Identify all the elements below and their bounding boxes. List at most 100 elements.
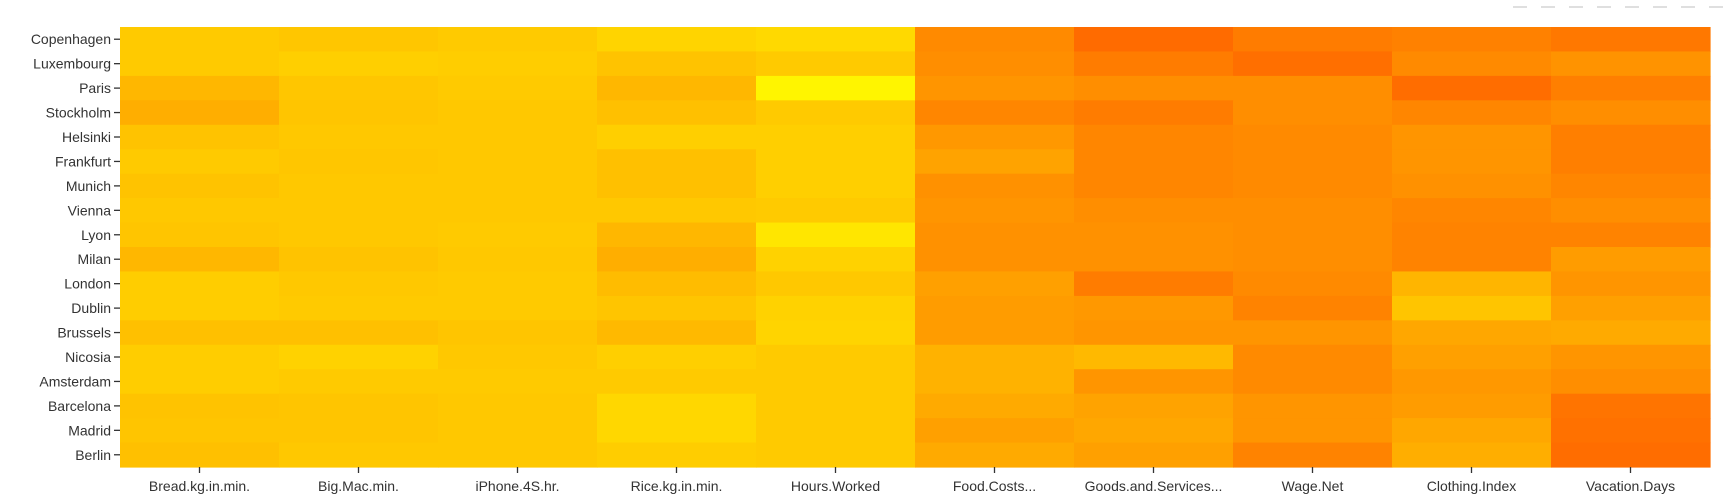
heatmap-cell-madrid-1[interactable] [120, 418, 280, 444]
heatmap-cell-lyon-2[interactable] [279, 222, 439, 248]
heatmap-cell-helsinki-7[interactable] [1074, 124, 1234, 150]
heatmap-cell-london-6[interactable] [915, 271, 1075, 297]
heatmap-cell-milan-9[interactable] [1392, 247, 1552, 273]
heatmap-cell-nicosia-10[interactable] [1551, 344, 1711, 370]
heatmap-cell-helsinki-1[interactable] [120, 124, 280, 150]
heatmap-cell-vienna-1[interactable] [120, 198, 280, 224]
heatmap-cell-paris-10[interactable] [1551, 75, 1711, 101]
heatmap-cell-stockholm-2[interactable] [279, 100, 439, 126]
heatmap-cell-berlin-4[interactable] [597, 442, 757, 468]
heatmap-cell-paris-6[interactable] [915, 75, 1075, 101]
heatmap-cell-nicosia-7[interactable] [1074, 344, 1234, 370]
heatmap-cell-nicosia-2[interactable] [279, 344, 439, 370]
heatmap-cell-vienna-6[interactable] [915, 198, 1075, 224]
heatmap-cell-lyon-1[interactable] [120, 222, 280, 248]
heatmap-cell-nicosia-5[interactable] [756, 344, 916, 370]
heatmap-cell-copenhagen-5[interactable] [756, 27, 916, 53]
heatmap-cell-brussels-2[interactable] [279, 320, 439, 346]
heatmap-cell-vienna-9[interactable] [1392, 198, 1552, 224]
zoom-icon[interactable] [1541, 0, 1555, 8]
heatmap-cell-munich-6[interactable] [915, 173, 1075, 199]
heatmap-cell-madrid-10[interactable] [1551, 418, 1711, 444]
heatmap-cell-london-3[interactable] [438, 271, 598, 297]
heatmap-cell-amsterdam-9[interactable] [1392, 369, 1552, 395]
heatmap-cell-milan-1[interactable] [120, 247, 280, 273]
heatmap-cell-brussels-10[interactable] [1551, 320, 1711, 346]
heatmap-cell-berlin-3[interactable] [438, 442, 598, 468]
heatmap-cell-munich-5[interactable] [756, 173, 916, 199]
heatmap-cell-brussels-7[interactable] [1074, 320, 1234, 346]
heatmap-cell-luxembourg-8[interactable] [1233, 51, 1393, 77]
heatmap-cell-barcelona-1[interactable] [120, 393, 280, 419]
heatmap-cell-copenhagen-1[interactable] [120, 27, 280, 53]
heatmap-cell-paris-4[interactable] [597, 75, 757, 101]
heatmap-cell-brussels-3[interactable] [438, 320, 598, 346]
heatmap-cell-london-2[interactable] [279, 271, 439, 297]
heatmap-cell-helsinki-3[interactable] [438, 124, 598, 150]
heatmap-cell-luxembourg-7[interactable] [1074, 51, 1234, 77]
heatmap-cell-copenhagen-10[interactable] [1551, 27, 1711, 53]
heatmap-cell-milan-6[interactable] [915, 247, 1075, 273]
heatmap-cell-amsterdam-5[interactable] [756, 369, 916, 395]
heatmap-cell-frankfurt-4[interactable] [597, 149, 757, 175]
heatmap-cell-brussels-5[interactable] [756, 320, 916, 346]
heatmap-cell-stockholm-3[interactable] [438, 100, 598, 126]
heatmap-cell-frankfurt-1[interactable] [120, 149, 280, 175]
heatmap-cell-madrid-9[interactable] [1392, 418, 1552, 444]
heatmap-cell-milan-2[interactable] [279, 247, 439, 273]
heatmap-cell-berlin-2[interactable] [279, 442, 439, 468]
heatmap-cell-london-8[interactable] [1233, 271, 1393, 297]
heatmap-cell-dublin-2[interactable] [279, 295, 439, 321]
heatmap-cell-frankfurt-10[interactable] [1551, 149, 1711, 175]
heatmap-cell-berlin-5[interactable] [756, 442, 916, 468]
heatmap-cell-milan-3[interactable] [438, 247, 598, 273]
heatmap-cell-frankfurt-8[interactable] [1233, 149, 1393, 175]
heatmap-cell-dublin-10[interactable] [1551, 295, 1711, 321]
pan-icon[interactable] [1569, 0, 1583, 8]
heatmap-cell-paris-5[interactable] [756, 75, 916, 101]
heatmap-cell-paris-3[interactable] [438, 75, 598, 101]
heatmap-cell-paris-1[interactable] [120, 75, 280, 101]
heatmap-cell-amsterdam-4[interactable] [597, 369, 757, 395]
heatmap-cell-barcelona-3[interactable] [438, 393, 598, 419]
heatmap-cell-copenhagen-2[interactable] [279, 27, 439, 53]
heatmap-cell-london-4[interactable] [597, 271, 757, 297]
heatmap-cell-nicosia-1[interactable] [120, 344, 280, 370]
heatmap-cell-barcelona-10[interactable] [1551, 393, 1711, 419]
heatmap-cell-barcelona-8[interactable] [1233, 393, 1393, 419]
heatmap-cell-dublin-7[interactable] [1074, 295, 1234, 321]
heatmap-cell-frankfurt-9[interactable] [1392, 149, 1552, 175]
heatmap-cell-nicosia-4[interactable] [597, 344, 757, 370]
heatmap-cell-luxembourg-4[interactable] [597, 51, 757, 77]
heatmap-cell-brussels-8[interactable] [1233, 320, 1393, 346]
heatmap-cell-london-7[interactable] [1074, 271, 1234, 297]
heatmap-cell-paris-8[interactable] [1233, 75, 1393, 101]
heatmap-cell-munich-9[interactable] [1392, 173, 1552, 199]
heatmap-cell-lyon-3[interactable] [438, 222, 598, 248]
heatmap-cell-barcelona-7[interactable] [1074, 393, 1234, 419]
heatmap-cell-luxembourg-2[interactable] [279, 51, 439, 77]
heatmap-cell-luxembourg-9[interactable] [1392, 51, 1552, 77]
heatmap-cell-berlin-10[interactable] [1551, 442, 1711, 468]
heatmap-cell-helsinki-10[interactable] [1551, 124, 1711, 150]
heatmap-cell-luxembourg-6[interactable] [915, 51, 1075, 77]
heatmap-cell-lyon-4[interactable] [597, 222, 757, 248]
heatmap-cell-lyon-5[interactable] [756, 222, 916, 248]
heatmap-cell-berlin-9[interactable] [1392, 442, 1552, 468]
heatmap-cell-dublin-4[interactable] [597, 295, 757, 321]
heatmap-cell-brussels-6[interactable] [915, 320, 1075, 346]
heatmap-cell-munich-2[interactable] [279, 173, 439, 199]
heatmap-cell-nicosia-3[interactable] [438, 344, 598, 370]
heatmap-cell-copenhagen-3[interactable] [438, 27, 598, 53]
heatmap-cell-madrid-8[interactable] [1233, 418, 1393, 444]
heatmap-cell-frankfurt-5[interactable] [756, 149, 916, 175]
heatmap-cell-stockholm-8[interactable] [1233, 100, 1393, 126]
heatmap-cell-helsinki-9[interactable] [1392, 124, 1552, 150]
heatmap-cell-lyon-10[interactable] [1551, 222, 1711, 248]
heatmap-cell-helsinki-8[interactable] [1233, 124, 1393, 150]
heatmap-cell-milan-4[interactable] [597, 247, 757, 273]
heatmap-cell-luxembourg-1[interactable] [120, 51, 280, 77]
heatmap-cell-munich-7[interactable] [1074, 173, 1234, 199]
heatmap-cell-vienna-3[interactable] [438, 198, 598, 224]
heatmap-cell-vienna-4[interactable] [597, 198, 757, 224]
